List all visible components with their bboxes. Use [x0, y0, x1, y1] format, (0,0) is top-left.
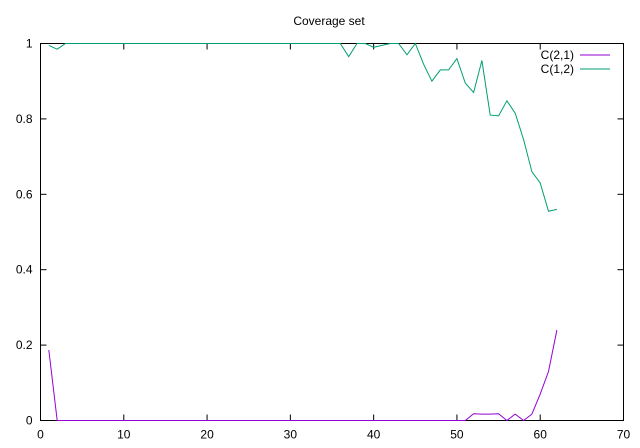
plot-frame	[40, 43, 624, 421]
chart-title: Coverage set	[293, 14, 365, 28]
x-tick-label: 30	[284, 428, 298, 442]
y-tick-label: 1	[26, 37, 33, 51]
legend-label-1: C(2,1)	[541, 48, 574, 62]
x-tick-label: 20	[200, 428, 214, 442]
y-tick-label: 0.8	[16, 112, 33, 126]
legend-label-2: C(1,2)	[541, 62, 574, 76]
y-tick-label: 0.6	[16, 187, 33, 201]
axis-ticks: 0 10 20 30 40 50 60 70 0 0.2 0.4 0.6 0.8 1	[16, 37, 631, 442]
series-line-2	[48, 42, 558, 212]
x-tick-label: 10	[117, 428, 131, 442]
x-tick-label: 70	[617, 428, 631, 442]
x-tick-label: 50	[450, 428, 464, 442]
y-tick-label: 0.2	[16, 338, 33, 352]
x-tick-label: 60	[534, 428, 548, 442]
y-tick-label: 0	[26, 414, 33, 428]
legend: C(2,1)C(1,2)	[541, 48, 610, 76]
series-lines	[48, 42, 558, 422]
x-tick-label: 0	[37, 428, 44, 442]
x-tick-label: 40	[367, 428, 381, 442]
y-tick-label: 0.4	[16, 263, 33, 277]
series-line-1	[48, 329, 558, 422]
